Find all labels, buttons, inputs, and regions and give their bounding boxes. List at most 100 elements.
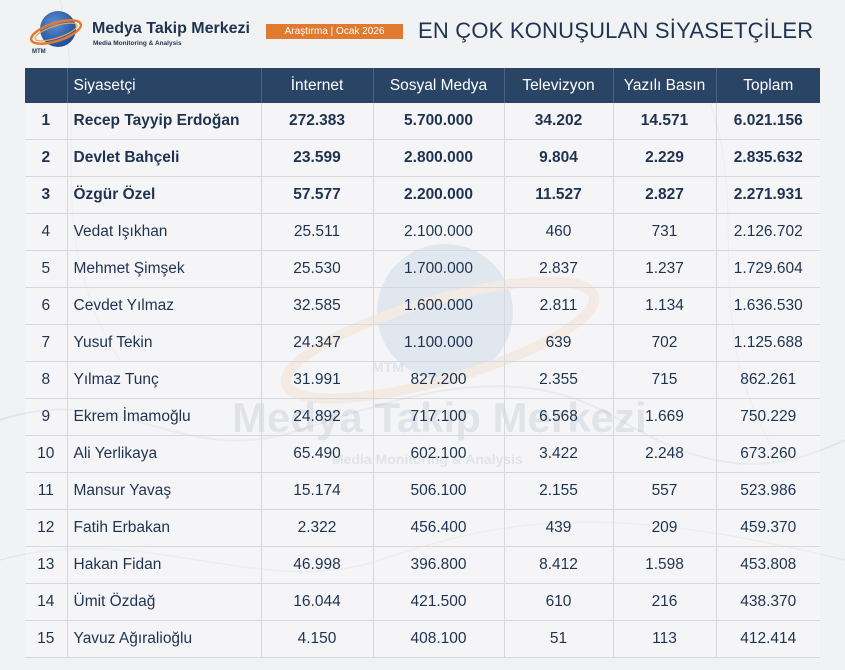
print-press-cell: 14.571 <box>613 103 717 140</box>
rank-cell: 8 <box>25 361 68 399</box>
rank-cell: 5 <box>25 250 68 288</box>
table-row: 14 Ümit Özdağ 16.044 421.500 610 216 438.370 <box>25 583 820 621</box>
total-cell: 1.729.604 <box>716 250 820 288</box>
rank-cell: 10 <box>25 435 68 473</box>
print-press-cell: 557 <box>613 472 717 510</box>
rank-cell: 12 <box>25 509 68 547</box>
internet-cell: 23.599 <box>261 139 374 177</box>
total-cell: 2.835.632 <box>716 139 820 177</box>
page-header: MTM Medya Takip Merkezi Media Monitoring… <box>0 0 845 62</box>
television-cell: 610 <box>504 583 614 621</box>
column-header-social-media: Sosyal Medya <box>373 68 505 103</box>
politician-name-cell: Hakan Fidan <box>67 546 262 584</box>
table-row: 13 Hakan Fidan 46.998 396.800 8.412 1.598 453.… <box>25 546 820 584</box>
rank-cell: 9 <box>25 398 68 436</box>
print-press-cell: 1.237 <box>613 250 717 288</box>
social-media-cell: 1.600.000 <box>373 287 505 325</box>
rank-cell: 6 <box>25 287 68 325</box>
politician-name-cell: Fatih Erbakan <box>67 509 262 547</box>
column-header-television: Televizyon <box>504 68 614 103</box>
logo-initials: MTM <box>32 49 46 55</box>
print-press-cell: 209 <box>613 509 717 547</box>
total-cell: 750.229 <box>716 398 820 436</box>
social-media-cell: 1.700.000 <box>373 250 505 288</box>
column-header-politician: Siyasetçi <box>67 68 262 103</box>
print-press-cell: 1.669 <box>613 398 717 436</box>
television-cell: 639 <box>504 324 614 362</box>
politician-name-cell: Yavuz Ağıralioğlu <box>67 620 262 658</box>
internet-cell: 16.044 <box>261 583 374 621</box>
television-cell: 9.804 <box>504 139 614 177</box>
total-cell: 6.021.156 <box>716 103 820 140</box>
table-body: 1 Recep Tayyip Erdoğan 272.383 5.700.000 34.… <box>25 103 820 658</box>
page-title: EN ÇOK KONUŞULAN SİYASETÇİLER <box>418 18 814 43</box>
politician-name-cell: Ekrem İmamoğlu <box>67 398 262 436</box>
social-media-cell: 408.100 <box>373 620 505 658</box>
internet-cell: 31.991 <box>261 361 374 399</box>
internet-cell: 4.150 <box>261 620 374 658</box>
column-header-rank <box>25 68 68 103</box>
brand-name: Medya Takip Merkezi <box>92 20 250 37</box>
internet-cell: 2.322 <box>261 509 374 547</box>
social-media-cell: 2.200.000 <box>373 176 505 214</box>
table-row: 10 Ali Yerlikaya 65.490 602.100 3.422 2.248 67… <box>25 435 820 473</box>
internet-cell: 46.998 <box>261 546 374 584</box>
social-media-cell: 717.100 <box>373 398 505 436</box>
table-row: 7 Yusuf Tekin 24.347 1.100.000 639 702 1.125.6… <box>25 324 820 362</box>
print-press-cell: 2.248 <box>613 435 717 473</box>
table-row: 1 Recep Tayyip Erdoğan 272.383 5.700.000 34.… <box>25 103 820 140</box>
politician-name-cell: Yusuf Tekin <box>67 324 262 362</box>
rank-cell: 2 <box>25 139 68 177</box>
rank-cell: 7 <box>25 324 68 362</box>
social-media-cell: 506.100 <box>373 472 505 510</box>
total-cell: 2.271.931 <box>716 176 820 214</box>
table-row: 6 Cevdet Yılmaz 32.585 1.600.000 2.811 1.134 1… <box>25 287 820 325</box>
social-media-cell: 2.100.000 <box>373 213 505 251</box>
table-row: 3 Özgür Özel 57.577 2.200.000 11.527 2.827 2.2… <box>25 176 820 214</box>
politicians-table: Siyasetçi İnternet Sosyal Medya Televizy… <box>25 68 820 658</box>
rank-cell: 1 <box>25 103 68 140</box>
television-cell: 51 <box>504 620 614 658</box>
internet-cell: 25.511 <box>261 213 374 251</box>
table-row: 5 Mehmet Şimşek 25.530 1.700.000 2.837 1.237 1… <box>25 250 820 288</box>
total-cell: 862.261 <box>716 361 820 399</box>
print-press-cell: 1.134 <box>613 287 717 325</box>
total-cell: 438.370 <box>716 583 820 621</box>
television-cell: 8.412 <box>504 546 614 584</box>
rank-cell: 11 <box>25 472 68 510</box>
table-row: 8 Yılmaz Tunç 31.991 827.200 2.355 715 862.261 <box>25 361 820 399</box>
television-cell: 2.837 <box>504 250 614 288</box>
politician-name-cell: Mehmet Şimşek <box>67 250 262 288</box>
table-row: 11 Mansur Yavaş 15.174 506.100 2.155 557 523.9… <box>25 472 820 510</box>
print-press-cell: 2.229 <box>613 139 717 177</box>
social-media-cell: 1.100.000 <box>373 324 505 362</box>
television-cell: 3.422 <box>504 435 614 473</box>
internet-cell: 32.585 <box>261 287 374 325</box>
internet-cell: 65.490 <box>261 435 374 473</box>
column-header-total: Toplam <box>716 68 820 103</box>
rank-cell: 13 <box>25 546 68 584</box>
internet-cell: 24.892 <box>261 398 374 436</box>
rank-cell: 4 <box>25 213 68 251</box>
globe-logo-icon: MTM <box>29 11 83 55</box>
politician-name-cell: Mansur Yavaş <box>67 472 262 510</box>
television-cell: 460 <box>504 213 614 251</box>
print-press-cell: 1.598 <box>613 546 717 584</box>
television-cell: 2.155 <box>504 472 614 510</box>
total-cell: 1.125.688 <box>716 324 820 362</box>
social-media-cell: 5.700.000 <box>373 103 505 140</box>
total-cell: 2.126.702 <box>716 213 820 251</box>
rank-cell: 3 <box>25 176 68 214</box>
internet-cell: 272.383 <box>261 103 374 140</box>
total-cell: 523.986 <box>716 472 820 510</box>
internet-cell: 57.577 <box>261 176 374 214</box>
politician-name-cell: Özgür Özel <box>67 176 262 214</box>
total-cell: 673.260 <box>716 435 820 473</box>
television-cell: 439 <box>504 509 614 547</box>
print-press-cell: 2.827 <box>613 176 717 214</box>
rank-cell: 14 <box>25 583 68 621</box>
total-cell: 412.414 <box>716 620 820 658</box>
table-row: 12 Fatih Erbakan 2.322 456.400 439 209 459.370 <box>25 509 820 547</box>
television-cell: 2.811 <box>504 287 614 325</box>
table-row: 4 Vedat Işıkhan 25.511 2.100.000 460 731 2.126… <box>25 213 820 251</box>
